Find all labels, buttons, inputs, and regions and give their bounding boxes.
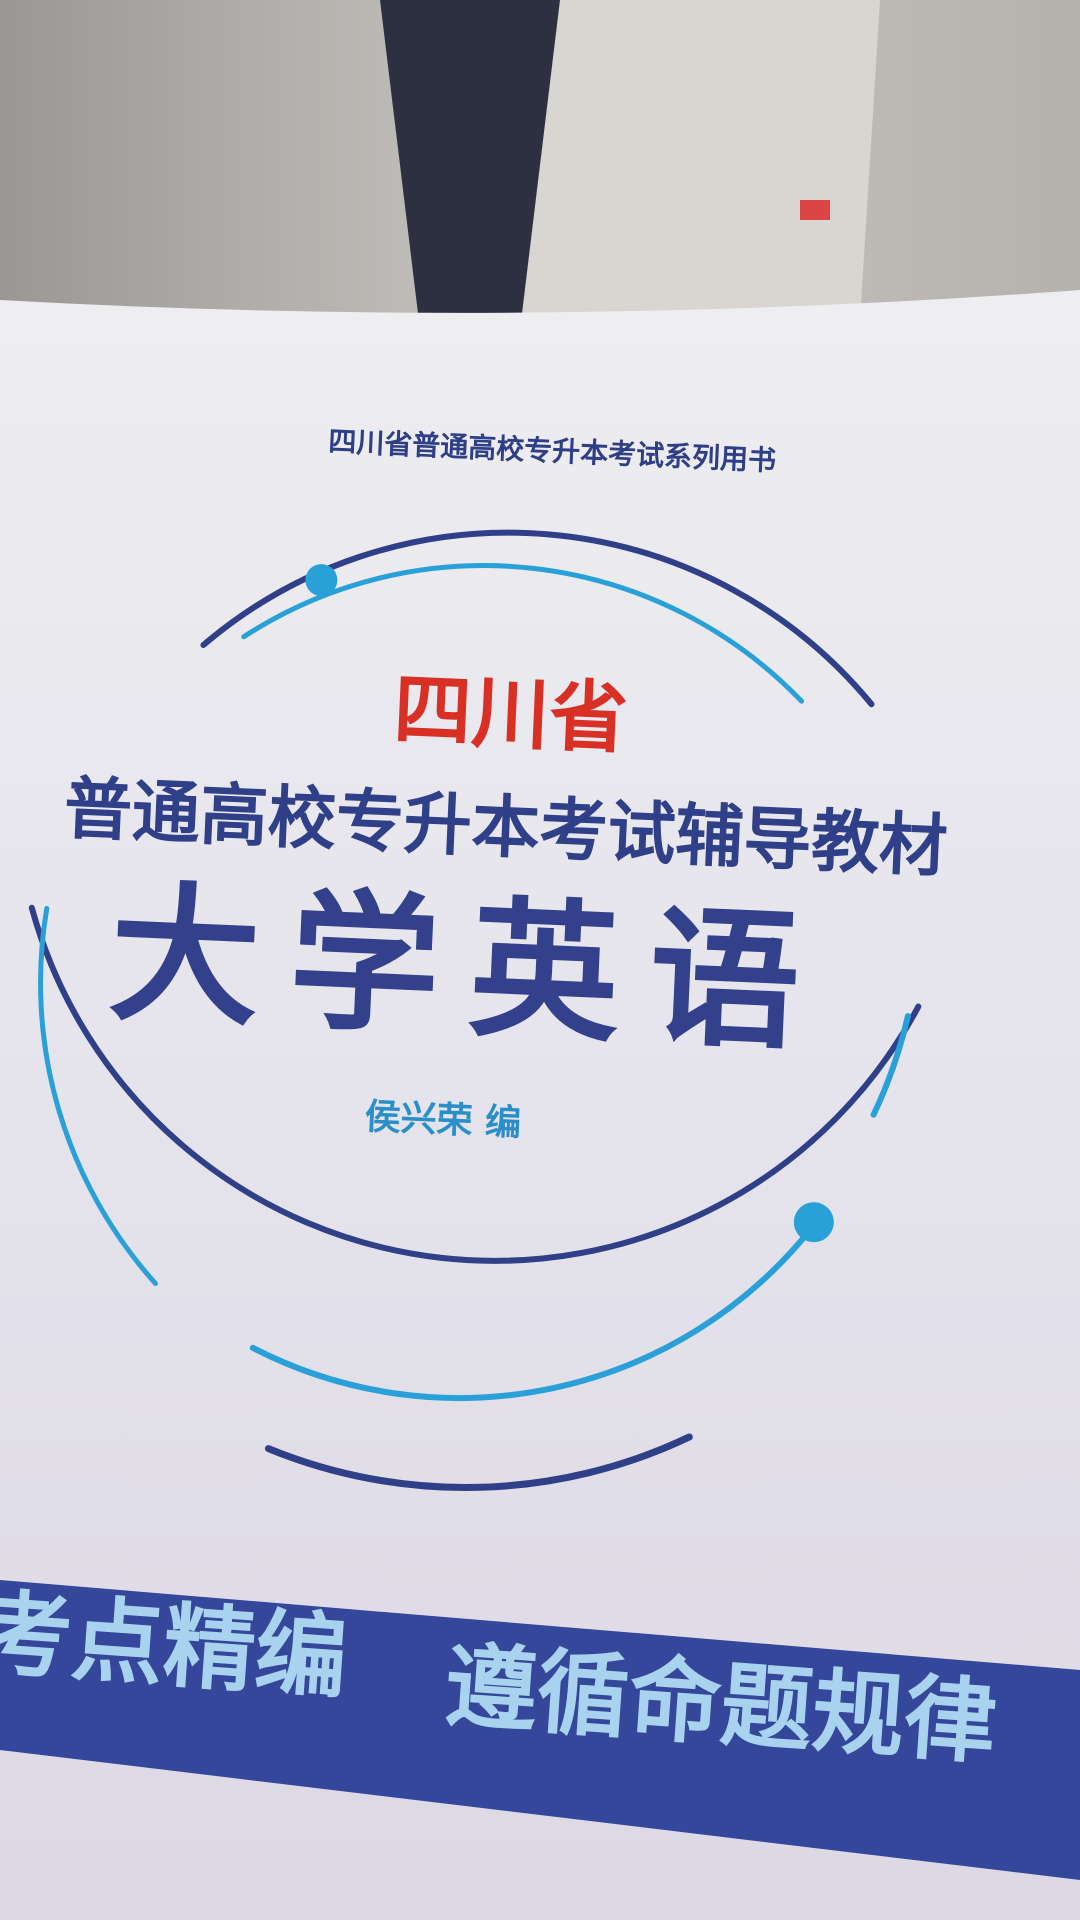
banner	[0, 1580, 1080, 1880]
red-tag	[800, 200, 830, 220]
circle-decor	[28, 529, 922, 1491]
book-title: 大学英语	[106, 865, 833, 1072]
slogan: 考点精编	[0, 1579, 351, 1712]
book-cover	[0, 290, 1080, 1920]
cover-content: 四川省普通高校专升本考试系列用书 四川省 普通高校专升本考试辅导教材 大学英语 …	[28, 425, 949, 1491]
dark-clothing	[380, 0, 560, 330]
white-object	[520, 0, 880, 330]
province-text: 四川省	[392, 664, 630, 765]
author-text: 侯兴荣 编	[364, 1096, 522, 1145]
